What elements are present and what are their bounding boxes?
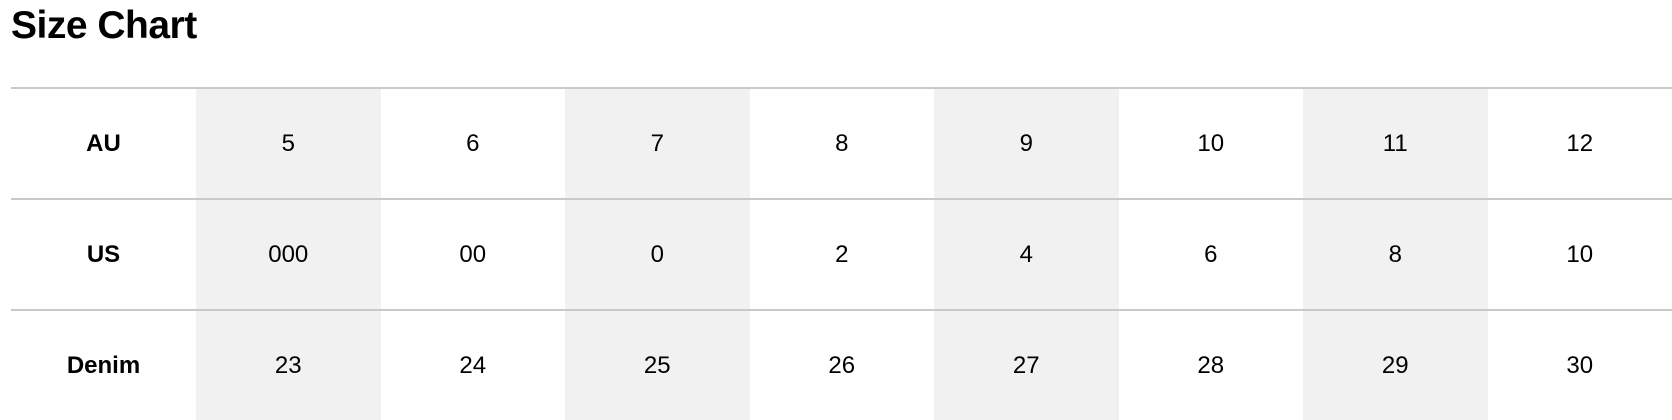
row-label: Denim — [11, 310, 196, 420]
size-cell: 000 — [196, 199, 381, 310]
size-cell: 11 — [1303, 88, 1488, 199]
size-cell: 5 — [196, 88, 381, 199]
size-cell: 27 — [934, 310, 1119, 420]
size-cell: 25 — [565, 310, 750, 420]
size-cell: 9 — [934, 88, 1119, 199]
size-cell: 6 — [381, 88, 566, 199]
size-cell: 26 — [750, 310, 935, 420]
size-cell: 30 — [1488, 310, 1672, 420]
size-cell: 12 — [1488, 88, 1672, 199]
size-cell: 10 — [1488, 199, 1672, 310]
size-cell: 10 — [1119, 88, 1304, 199]
size-cell: 29 — [1303, 310, 1488, 420]
size-cell: 23 — [196, 310, 381, 420]
size-cell: 6 — [1119, 199, 1304, 310]
page-title: Size Chart — [11, 4, 197, 48]
row-label: AU — [11, 88, 196, 199]
size-cell: 00 — [381, 199, 566, 310]
size-cell: 24 — [381, 310, 566, 420]
size-cell: 8 — [750, 88, 935, 199]
size-cell: 7 — [565, 88, 750, 199]
size-cell: 28 — [1119, 310, 1304, 420]
size-cell: 8 — [1303, 199, 1488, 310]
size-cell: 0 — [565, 199, 750, 310]
size-cell: 2 — [750, 199, 935, 310]
row-label: US — [11, 199, 196, 310]
size-cell: 4 — [934, 199, 1119, 310]
